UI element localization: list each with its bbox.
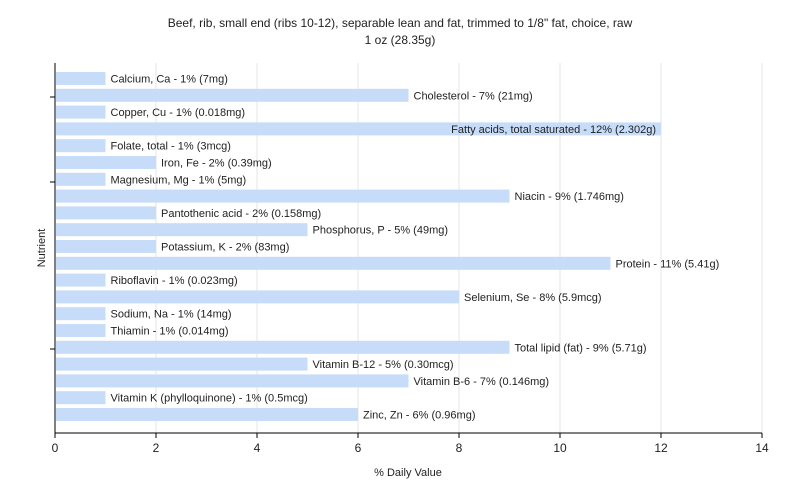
bar bbox=[56, 122, 661, 136]
chart-subtitle: 1 oz (28.35g) bbox=[365, 33, 436, 47]
x-tick-label: 14 bbox=[755, 441, 769, 455]
bar-label: Sodium, Na - 1% (14mg) bbox=[111, 309, 232, 321]
bar bbox=[56, 72, 106, 85]
bar-label: Vitamin K (phylloquinone) - 1% (0.5mcg) bbox=[111, 393, 308, 405]
bar-labels: Calcium, Ca - 1% (7mg) Cholesterol - 7% (… bbox=[111, 74, 720, 422]
bar-label: Iron, Fe - 2% (0.39mg) bbox=[161, 158, 272, 170]
bar-label: Potassium, K - 2% (83mg) bbox=[161, 242, 289, 254]
x-tick-label: 4 bbox=[254, 441, 261, 455]
x-tick-label: 10 bbox=[553, 441, 567, 455]
chart-title: Beef, rib, small end (ribs 10-12), separ… bbox=[168, 16, 633, 30]
bar bbox=[56, 172, 106, 186]
bar bbox=[56, 156, 156, 169]
bar-label: Vitamin B-12 - 5% (0.30mcg) bbox=[313, 359, 454, 371]
x-axis-label: % Daily Value bbox=[374, 467, 442, 479]
x-tick-label: 0 bbox=[52, 441, 59, 455]
axes: 0 2 4 6 8 10 12 14 bbox=[50, 63, 769, 455]
bars bbox=[56, 72, 661, 421]
bar bbox=[56, 240, 156, 253]
bar-label: Fatty acids, total saturated - 12% (2.30… bbox=[451, 124, 656, 136]
bar bbox=[56, 206, 156, 220]
bar bbox=[56, 307, 106, 321]
bar-label: Thiamin - 1% (0.014mg) bbox=[111, 326, 229, 338]
bar-label: Folate, total - 1% (3mcg) bbox=[111, 141, 231, 153]
bar-label: Protein - 11% (5.41g) bbox=[616, 258, 720, 270]
bar-label: Total lipid (fat) - 9% (5.71g) bbox=[515, 342, 647, 354]
bar bbox=[56, 105, 106, 119]
bar bbox=[56, 273, 106, 287]
bar bbox=[56, 324, 106, 337]
x-tick-label: 8 bbox=[456, 441, 463, 455]
bar bbox=[56, 189, 510, 203]
x-tick-label: 2 bbox=[153, 441, 160, 455]
x-tick-label: 12 bbox=[654, 441, 668, 455]
bar bbox=[56, 88, 409, 102]
bar bbox=[56, 391, 106, 405]
bar bbox=[56, 357, 308, 371]
bar-label: Vitamin B-6 - 7% (0.146mg) bbox=[414, 376, 550, 388]
bar-label: Niacin - 9% (1.746mg) bbox=[515, 191, 624, 203]
bar bbox=[56, 256, 611, 270]
bar bbox=[56, 139, 106, 153]
bar-label: Zinc, Zn - 6% (0.96mg) bbox=[363, 410, 475, 422]
y-axis-label: Nutrient bbox=[36, 229, 48, 268]
bar-label: Cholesterol - 7% (21mg) bbox=[414, 90, 533, 102]
bar-label: Magnesium, Mg - 1% (5mg) bbox=[111, 174, 247, 186]
bar-label: Copper, Cu - 1% (0.018mg) bbox=[111, 107, 246, 119]
bar-label: Pantothenic acid - 2% (0.158mg) bbox=[161, 208, 321, 220]
x-tick-label: 6 bbox=[355, 441, 362, 455]
bar bbox=[56, 290, 459, 304]
bar bbox=[56, 223, 308, 237]
bar bbox=[56, 408, 358, 421]
bar-label: Selenium, Se - 8% (5.9mcg) bbox=[464, 292, 602, 304]
bar bbox=[56, 374, 409, 388]
bar-label: Calcium, Ca - 1% (7mg) bbox=[111, 74, 228, 86]
bar-label: Phosphorus, P - 5% (49mg) bbox=[313, 225, 449, 237]
bar-label: Riboflavin - 1% (0.023mg) bbox=[111, 275, 238, 287]
bar bbox=[56, 340, 510, 354]
